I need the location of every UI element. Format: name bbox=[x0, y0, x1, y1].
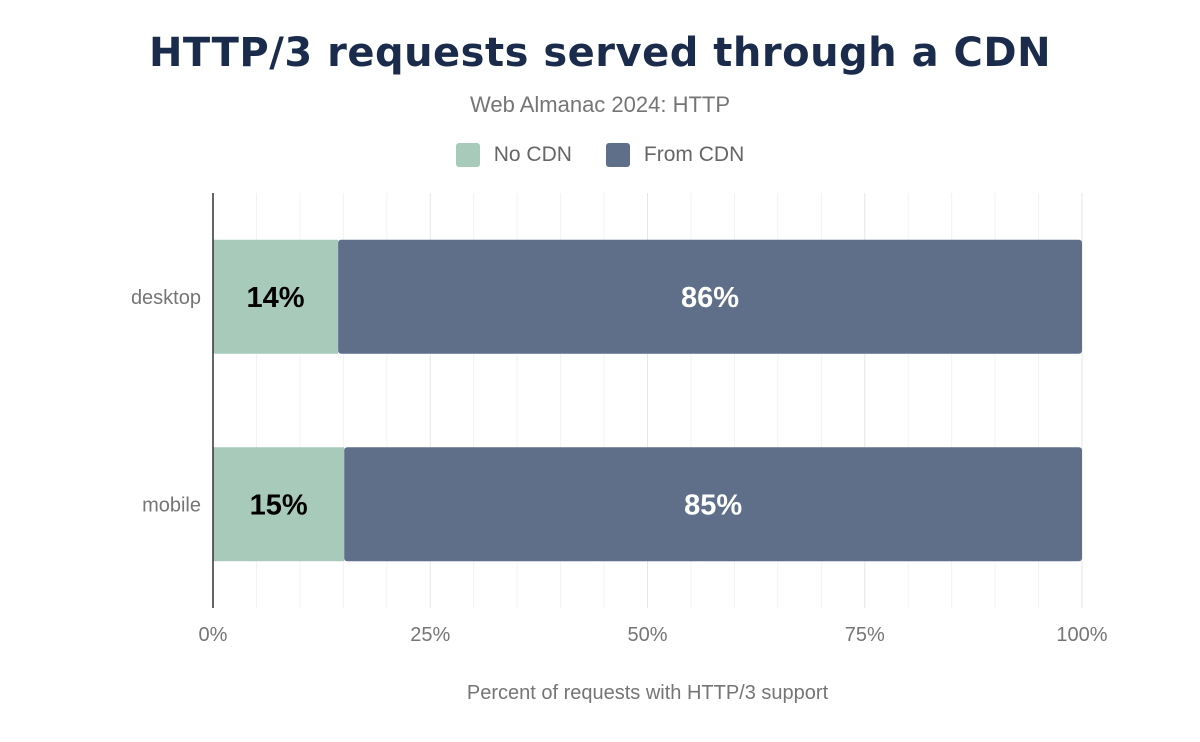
chart-title: HTTP/3 requests served through a CDN bbox=[148, 30, 1052, 76]
chart-subtitle: Web Almanac 2024: HTTP bbox=[469, 92, 731, 117]
x-tick-label: 25% bbox=[410, 624, 450, 646]
x-tick-label: 0% bbox=[199, 624, 228, 646]
x-axis-label: Percent of requests with HTTP/3 support bbox=[467, 682, 829, 704]
x-tick-label: 100% bbox=[1056, 624, 1107, 646]
legend-item-no-cdn[interactable]: No CDN bbox=[455, 143, 572, 167]
legend-swatch bbox=[455, 143, 480, 167]
bar-segment bbox=[338, 239, 1082, 354]
legend: No CDN From CDN bbox=[0, 143, 1200, 167]
legend-item-from-cdn[interactable]: From CDN bbox=[605, 143, 745, 167]
y-tick-label: mobile bbox=[142, 494, 201, 516]
data-label: 85% bbox=[684, 489, 742, 521]
x-tick-label: 75% bbox=[845, 624, 885, 646]
x-tick-label: 50% bbox=[627, 624, 667, 646]
data-label: 86% bbox=[681, 282, 739, 314]
data-label: 15% bbox=[250, 489, 308, 521]
legend-swatch bbox=[605, 143, 630, 167]
y-tick-label: desktop bbox=[131, 287, 201, 309]
bar-segment bbox=[213, 447, 345, 562]
data-label: 14% bbox=[247, 282, 305, 314]
bar-segment bbox=[213, 239, 339, 354]
bar-segment bbox=[344, 447, 1082, 562]
legend-label: From CDN bbox=[643, 143, 745, 166]
legend-label: No CDN bbox=[493, 143, 572, 166]
